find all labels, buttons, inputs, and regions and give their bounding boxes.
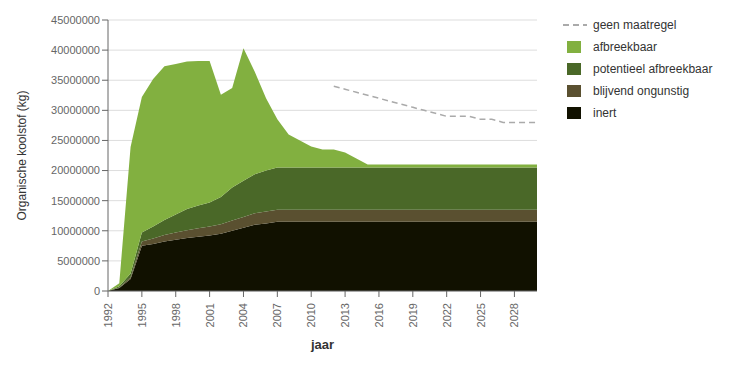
svg-text:35000000: 35000000 — [51, 74, 100, 86]
svg-text:5000000: 5000000 — [57, 255, 100, 267]
svg-text:2007: 2007 — [271, 303, 283, 327]
svg-text:1995: 1995 — [136, 303, 148, 327]
html-text:potentieel afbreekbaar: potentieel afbreekbaar — [593, 62, 713, 76]
svg-text:0: 0 — [94, 285, 100, 297]
svg-text:45000000: 45000000 — [51, 14, 100, 26]
svg-text:Organische koolstof (kg): Organische koolstof (kg) — [15, 90, 29, 220]
svg-text:30000000: 30000000 — [51, 104, 100, 116]
svg-text:2022: 2022 — [441, 303, 453, 327]
svg-text:10000000: 10000000 — [51, 225, 100, 237]
svg-text:20000000: 20000000 — [51, 164, 100, 176]
svg-text:2004: 2004 — [237, 303, 249, 327]
svg-text:2028: 2028 — [508, 303, 520, 327]
svg-text:jaar: jaar — [310, 337, 334, 352]
svg-text:40000000: 40000000 — [51, 44, 100, 56]
svg-text:15000000: 15000000 — [51, 195, 100, 207]
html-text:afbreekbaar: afbreekbaar — [593, 40, 657, 54]
svg-text:2010: 2010 — [305, 303, 317, 327]
svg-text:2025: 2025 — [475, 303, 487, 327]
html-text:inert: inert — [593, 106, 617, 120]
svg-text:2001: 2001 — [204, 303, 216, 327]
html-text:geen maatregel: geen maatregel — [593, 18, 677, 32]
svg-text:25000000: 25000000 — [51, 134, 100, 146]
svg-text:2019: 2019 — [407, 303, 419, 327]
svg-text:2013: 2013 — [339, 303, 351, 327]
svg-text:1992: 1992 — [102, 303, 114, 327]
svg-text:2016: 2016 — [373, 303, 385, 327]
html-text:blijvend ongunstig: blijvend ongunstig — [593, 84, 690, 98]
svg-text:1998: 1998 — [170, 303, 182, 327]
